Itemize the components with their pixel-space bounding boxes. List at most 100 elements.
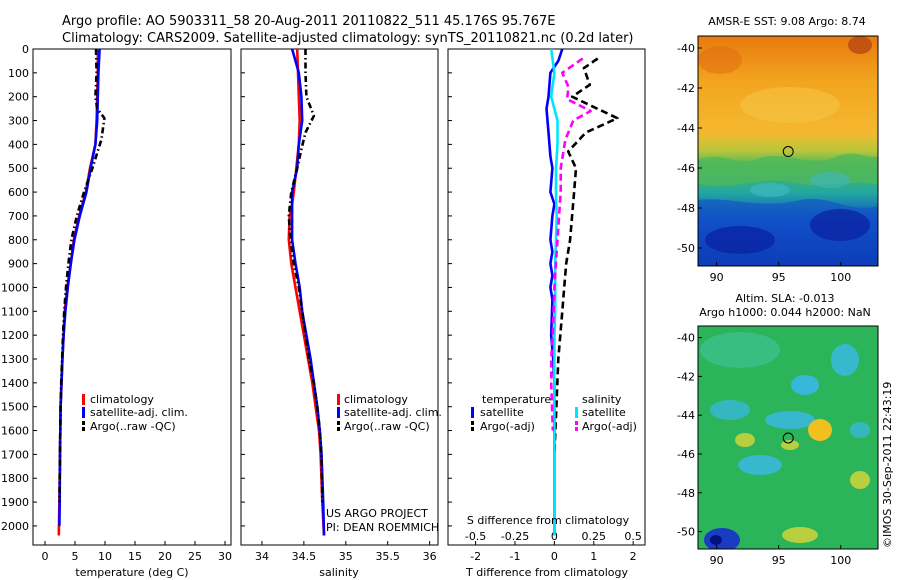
series-line-argo-raw-qc-	[287, 49, 324, 503]
y-tick-label: -46	[677, 162, 695, 175]
temperature-xlabel: temperature (deg C)	[75, 566, 188, 579]
t-difference-xlabel: T difference from climatology	[465, 566, 628, 579]
sst-map-title: AMSR-E SST: 9.08 Argo: 8.74	[708, 15, 866, 28]
figure-title-line2: Climatology: CARS2009. Satellite-adjuste…	[62, 31, 634, 46]
x-tick-label: 90	[710, 271, 724, 284]
x-tick-label: 30	[218, 550, 232, 563]
sla-map-frame	[697, 325, 879, 550]
y-tick-label: -42	[677, 82, 695, 95]
x-tick-label: 36	[423, 550, 437, 563]
difference-series	[545, 48, 619, 536]
x-tick-label: 100	[830, 554, 851, 567]
legend-header-temperature: temperature	[482, 393, 551, 406]
legend-swatch-satellite	[337, 407, 340, 418]
s-tick-label: 0	[551, 530, 558, 543]
salinity-xlabel: salinity	[319, 566, 359, 579]
x-tick-label: 1	[590, 550, 597, 563]
difference-panel: -2 -1 0 1 2 -0.5 -0.25 0 0.25 0.5 T difference fr…	[447, 48, 646, 579]
y-tick-label: -44	[677, 409, 695, 422]
argo-location-marker	[782, 432, 794, 444]
y-tick-label: 900	[8, 258, 29, 271]
sla-map-subtitle: Argo h1000: 0.044 h2000: NaN	[699, 306, 871, 319]
x-tick-label: 95	[772, 271, 786, 284]
x-tick-label: 100	[830, 271, 851, 284]
x-tick-label: 20	[158, 550, 172, 563]
y-tick-label: 1000	[1, 281, 29, 294]
argo-location-marker	[782, 146, 794, 158]
series-line-climatology	[57, 49, 100, 536]
y-tick-label: 1500	[1, 401, 29, 414]
legend-label-argo: Argo(..raw -QC)	[344, 420, 430, 433]
salinity-legend: climatology satellite-adj. clim. Argo(..…	[337, 393, 442, 433]
sla-map-panel: Altim. SLA: -0.013 Argo h1000: 0.044 h20…	[677, 292, 879, 567]
series-line-argo-adj-	[549, 57, 592, 431]
y-tick-label: 1700	[1, 448, 29, 461]
legend-label-t-satellite: satellite	[480, 406, 524, 419]
legend-swatch-climatology	[82, 394, 85, 405]
salinity-axes-box	[240, 48, 439, 546]
y-tick-label: -50	[677, 526, 695, 539]
x-tick-label: -1	[509, 550, 520, 563]
sst-map-ticks: 90 95 100 -40 -42 -44 -46 -48 -50	[677, 42, 851, 284]
difference-legend: temperature salinity satellite Argo(-adj…	[471, 393, 637, 433]
y-tick-label: -44	[677, 122, 695, 135]
x-tick-label: 95	[772, 554, 786, 567]
sst-map-image	[698, 36, 878, 266]
pi-label: PI: DEAN ROEMMICH	[326, 521, 439, 534]
x-tick-label: 25	[188, 550, 202, 563]
temperature-legend: climatology satellite-adj. clim. Argo(..…	[82, 393, 188, 433]
salinity-series	[287, 48, 326, 536]
x-tick-label: 0	[551, 550, 558, 563]
y-tick-label: 1200	[1, 329, 29, 342]
difference-axes-box	[447, 48, 646, 546]
y-tick-label: 300	[8, 115, 29, 128]
y-tick-label: -40	[677, 42, 695, 55]
series-line-argo-adj-	[553, 57, 619, 455]
legend-swatch-s-satellite	[575, 407, 578, 418]
x-tick-label: 15	[128, 550, 142, 563]
legend-label-t-argo: Argo(-adj)	[480, 420, 535, 433]
series-line-climatology	[287, 48, 326, 536]
y-tick-label: 100	[8, 67, 29, 80]
x-tick-label: 35	[339, 550, 353, 563]
project-label: US ARGO PROJECT	[326, 507, 428, 520]
s-tick-label: -0.5	[465, 530, 486, 543]
y-tick-label: 1400	[1, 377, 29, 390]
y-tick-label: 400	[8, 138, 29, 151]
s-tick-label: 0.25	[582, 530, 607, 543]
difference-ticks: -2 -1 0 1 2 -0.5 -0.25 0 0.25 0.5	[448, 48, 642, 563]
y-tick-label: 1800	[1, 472, 29, 485]
temperature-axes-box	[32, 48, 232, 546]
y-tick-label: 800	[8, 234, 29, 247]
legend-swatch-satellite	[82, 407, 85, 418]
y-tick-label: 500	[8, 162, 29, 175]
legend-swatch-climatology	[337, 394, 340, 405]
s-tick-label: -0.25	[501, 530, 529, 543]
sst-map-panel: AMSR-E SST: 9.08 Argo: 8.74 90 95 100 -40 -4…	[677, 15, 879, 284]
x-tick-label: 34	[255, 550, 269, 563]
y-tick-label: -42	[677, 370, 695, 383]
sla-map-title: Altim. SLA: -0.013	[735, 292, 834, 305]
y-tick-label: -40	[677, 332, 695, 345]
salinity-ticks: 34 34.5 35 35.5 36	[241, 48, 437, 563]
legend-label-satellite: satellite-adj. clim.	[344, 406, 442, 419]
y-tick-label: 1100	[1, 305, 29, 318]
y-tick-label: 200	[8, 91, 29, 104]
s-tick-label: 0.5	[624, 530, 642, 543]
x-tick-label: 0	[42, 550, 49, 563]
sla-map-ticks: 90 95 100 -40 -42 -44 -46 -48 -50	[677, 332, 851, 567]
s-difference-xlabel: S difference from climatology	[467, 514, 630, 527]
temperature-panel: 0 5 10 15 20 25 300100200300400500600700800900…	[1, 43, 232, 579]
y-tick-label: 1900	[1, 496, 29, 509]
legend-label-s-satellite: satellite	[582, 406, 626, 419]
y-tick-label: 1600	[1, 425, 29, 438]
x-tick-label: 2	[630, 550, 637, 563]
y-tick-label: -50	[677, 242, 695, 255]
salinity-panel: 34 34.5 35 35.5 36 salinity climatology sate…	[240, 48, 442, 579]
y-tick-label: 2000	[1, 520, 29, 533]
temperature-series	[57, 48, 106, 536]
x-tick-label: 90	[710, 554, 724, 567]
legend-label-argo: Argo(..raw -QC)	[90, 420, 176, 433]
legend-label-climatology: climatology	[344, 393, 408, 406]
y-tick-label: 600	[8, 186, 29, 199]
